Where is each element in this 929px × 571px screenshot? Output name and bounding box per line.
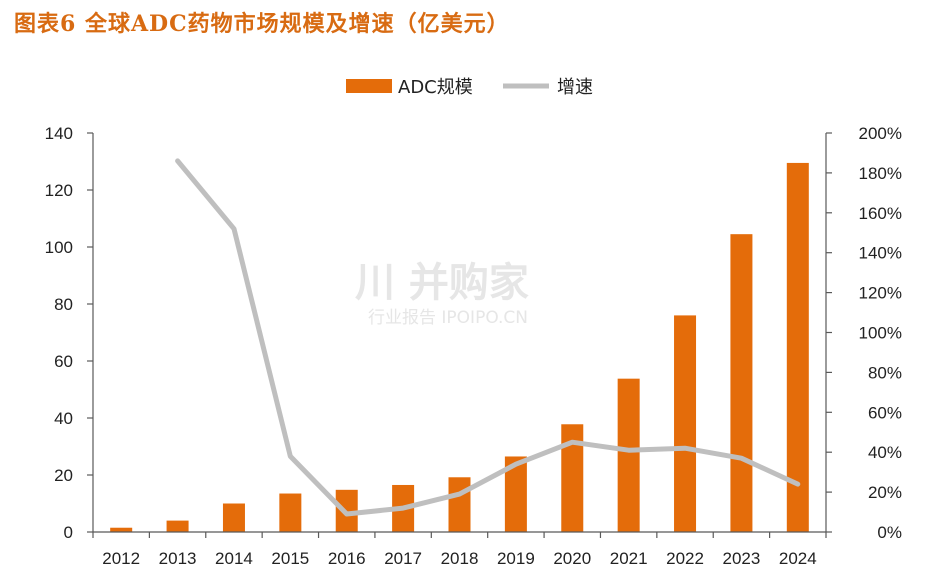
x-tick-label: 2023 bbox=[723, 549, 761, 568]
x-tick-label: 2024 bbox=[779, 549, 817, 568]
bar-2023 bbox=[730, 234, 753, 533]
bar-2022 bbox=[674, 315, 697, 532]
bar-2014 bbox=[222, 503, 245, 532]
left-tick-label: 40 bbox=[54, 409, 73, 428]
x-tick-label: 2015 bbox=[271, 549, 309, 568]
bar-2024 bbox=[786, 162, 809, 533]
x-tick-label: 2022 bbox=[666, 549, 704, 568]
chart-title: 图表6 全球ADC药物市场规模及增速（亿美元） bbox=[14, 11, 510, 37]
left-tick-label: 140 bbox=[45, 124, 73, 143]
right-tick-label: 140% bbox=[859, 244, 902, 263]
legend: ADC规模 增速 bbox=[346, 77, 593, 98]
legend-swatch-bar bbox=[346, 79, 392, 93]
left-tick-label: 20 bbox=[54, 466, 73, 485]
growth-line bbox=[175, 158, 801, 517]
right-tick-label: 160% bbox=[859, 204, 902, 223]
x-tick-label: 2013 bbox=[159, 549, 197, 568]
line-series bbox=[175, 158, 801, 517]
left-tick-label: 60 bbox=[54, 352, 73, 371]
bar-2021 bbox=[617, 378, 640, 532]
left-tick-label: 80 bbox=[54, 295, 73, 314]
bar-series bbox=[110, 162, 809, 533]
legend-label-line: 增速 bbox=[557, 77, 593, 98]
bar-2013 bbox=[166, 520, 189, 532]
x-tick-label: 2012 bbox=[102, 549, 140, 568]
bar-2019 bbox=[504, 456, 527, 532]
x-tick-label: 2018 bbox=[441, 549, 479, 568]
x-tick-label: 2014 bbox=[215, 549, 253, 568]
x-tick-label: 2019 bbox=[497, 549, 535, 568]
right-tick-label: 100% bbox=[859, 324, 902, 343]
bar-2020 bbox=[561, 424, 584, 532]
right-tick-label: 20% bbox=[868, 483, 902, 502]
axes: 0 20 40 60 80 100 120 140 0% 20% 40% 60% 80% 100% 120%… bbox=[45, 124, 902, 568]
left-tick-label: 0 bbox=[64, 523, 73, 542]
right-tick-label: 40% bbox=[868, 443, 902, 462]
right-tick-label: 80% bbox=[868, 363, 902, 382]
bar-2015 bbox=[279, 493, 302, 532]
bar-2012 bbox=[110, 527, 133, 532]
watermark-main: 川 并购家 bbox=[355, 260, 529, 306]
x-tick-label: 2016 bbox=[328, 549, 366, 568]
x-tick-label: 2020 bbox=[553, 549, 591, 568]
bar-2018 bbox=[448, 477, 471, 532]
x-tick-label: 2017 bbox=[384, 549, 422, 568]
right-tick-label: 200% bbox=[859, 124, 902, 143]
x-tick-label: 2021 bbox=[610, 549, 648, 568]
legend-label-bar: ADC规模 bbox=[398, 77, 473, 98]
watermark-sub: 行业报告 IPOIPO.CN bbox=[368, 308, 528, 328]
right-tick-label: 0% bbox=[877, 523, 902, 542]
left-tick-label: 100 bbox=[45, 238, 73, 257]
right-tick-label: 180% bbox=[859, 164, 902, 183]
left-tick-label: 120 bbox=[45, 181, 73, 200]
right-tick-label: 120% bbox=[859, 284, 902, 303]
right-tick-label: 60% bbox=[868, 403, 902, 422]
